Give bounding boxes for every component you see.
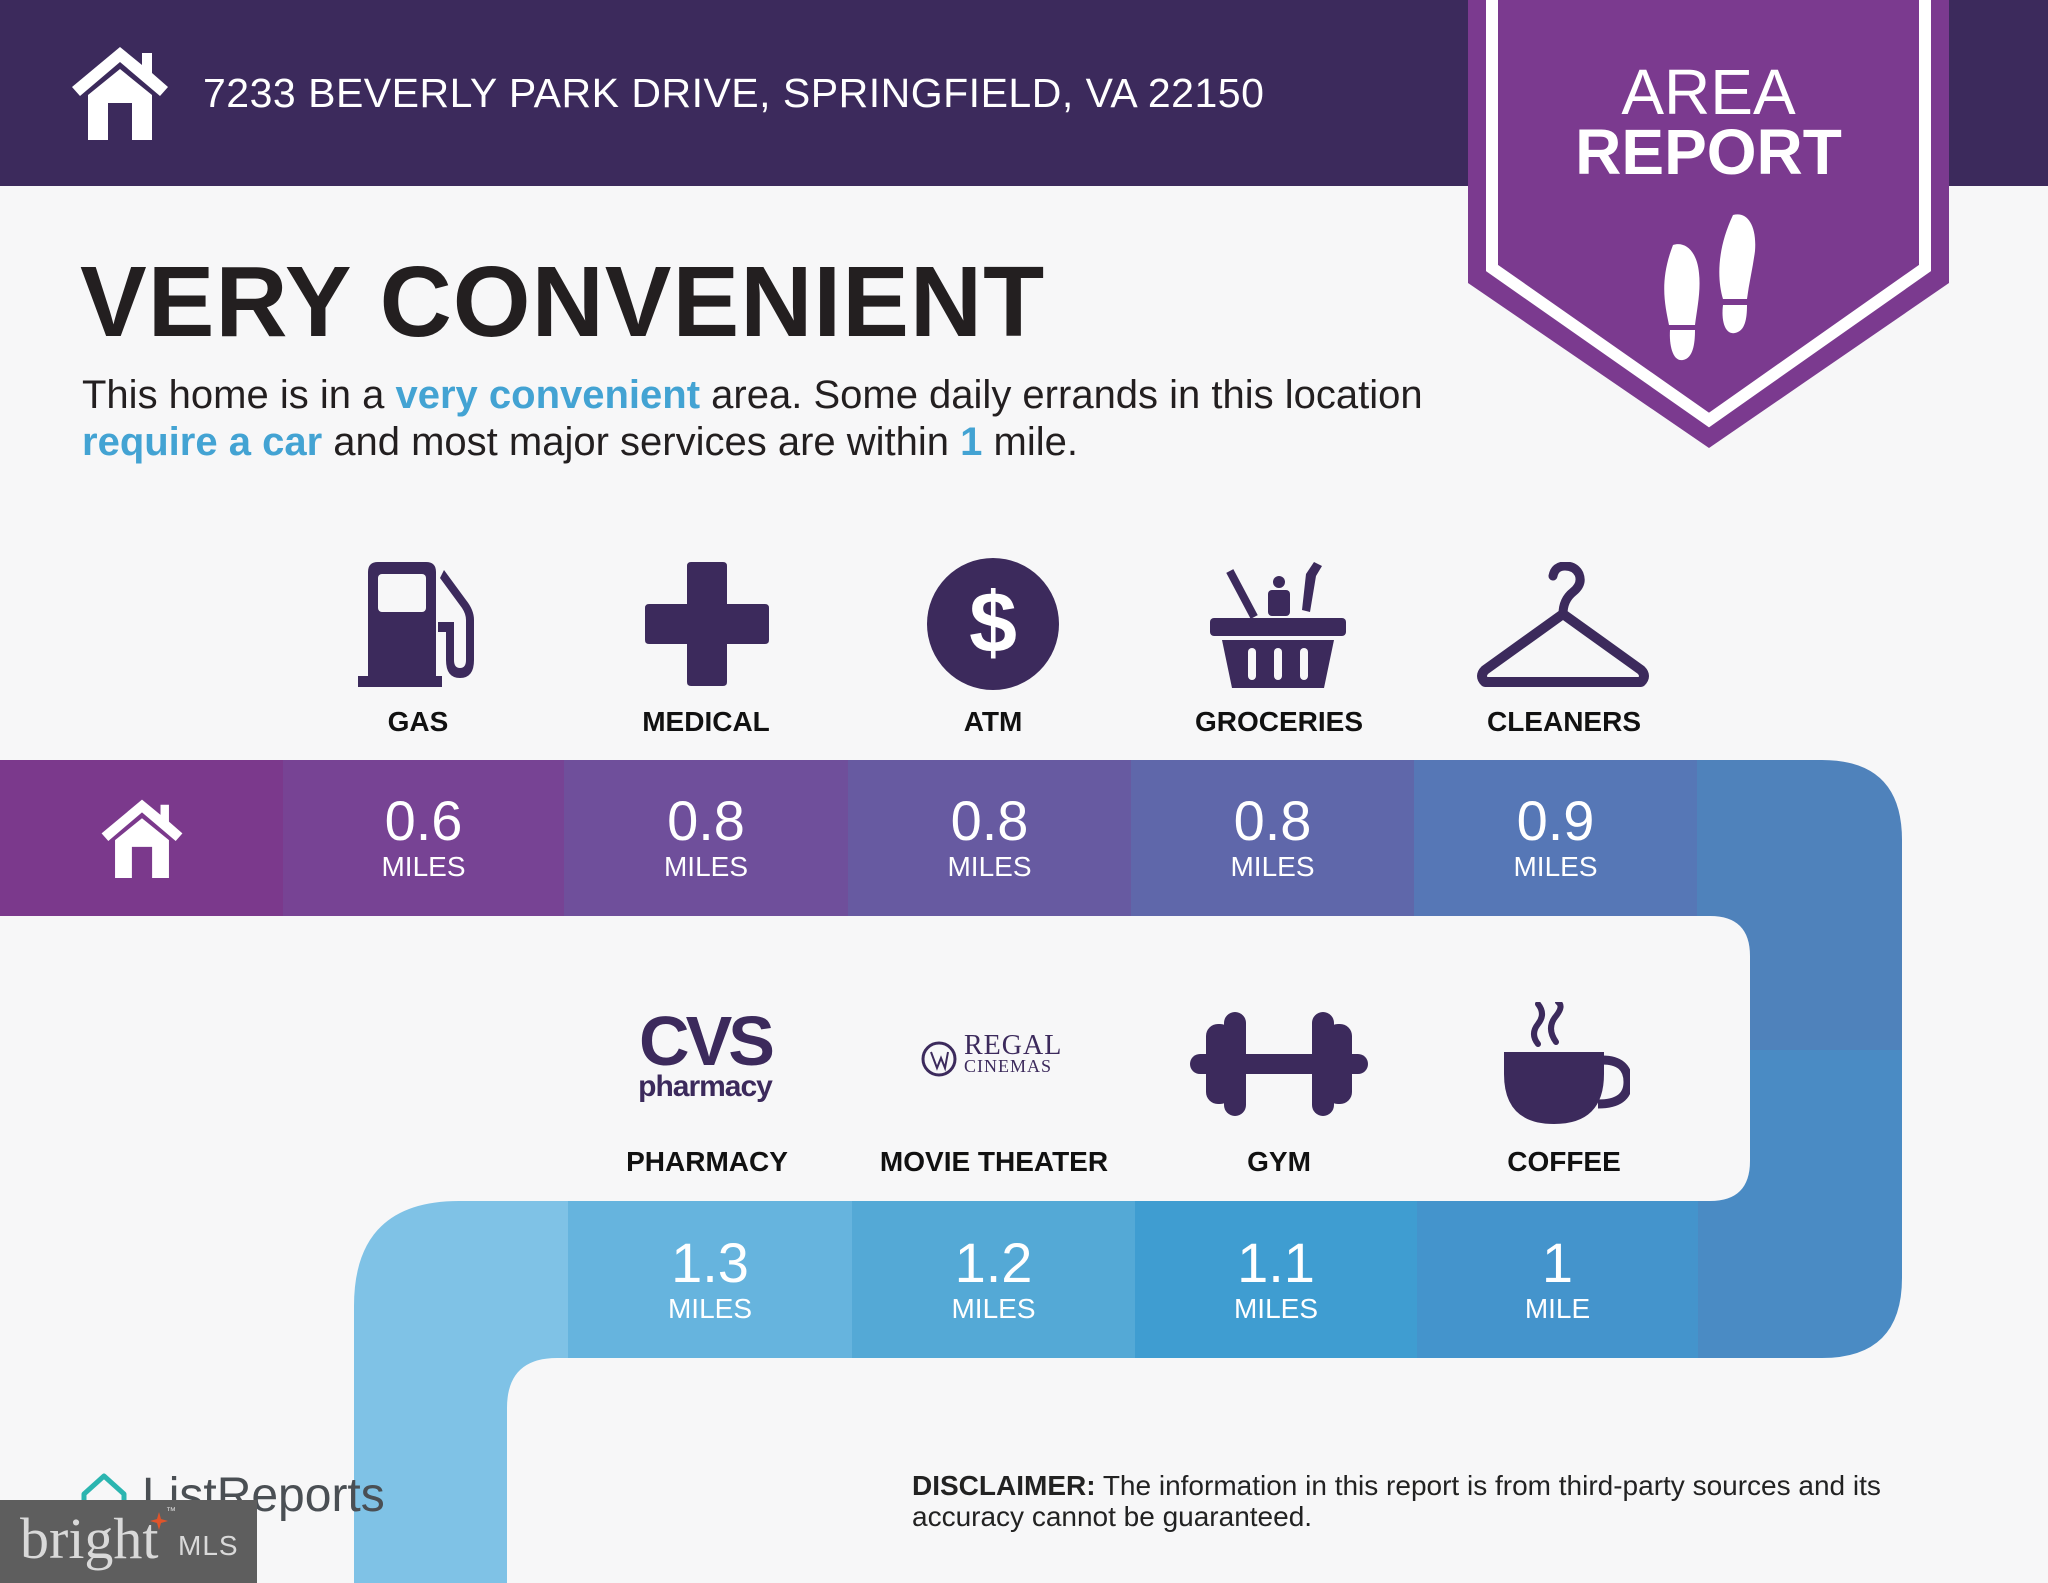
distance-cell-atm: 0.8 MILES <box>848 760 1131 916</box>
distance-cell-gas: 0.6 MILES <box>283 760 564 916</box>
distance-value: 0.8 <box>667 789 745 852</box>
distance-unit: MILES <box>1230 851 1315 882</box>
house-icon <box>101 799 182 878</box>
category-label-pharmacy: PHARMACY <box>626 1146 788 1177</box>
dumbbell-icon <box>1190 1012 1368 1116</box>
category-label-gas: GAS <box>387 706 449 737</box>
footprints-icon <box>1664 214 1756 361</box>
banner-line-2: REPORT <box>1575 116 1842 188</box>
hanger-icon <box>1477 562 1649 687</box>
disclaimer-label: DISCLAIMER: <box>912 1470 1096 1501</box>
description: This home is in a very convenient area. … <box>82 372 1482 466</box>
disclaimer: DISCLAIMER: The information in this repo… <box>912 1470 1992 1532</box>
distance-value: 0.6 <box>384 789 463 852</box>
category-label-gym: GYM <box>1247 1146 1311 1177</box>
category-label-atm: ATM <box>963 706 1023 737</box>
distance-unit: MILES <box>947 851 1032 882</box>
medical-cross-icon <box>645 562 769 686</box>
distance-value: 1.2 <box>954 1230 1033 1294</box>
distance-value: 0.9 <box>1516 789 1595 852</box>
distance-value: 0.8 <box>1233 789 1312 852</box>
distance-unit: MILES <box>951 1292 1036 1324</box>
bright-mls-badge <box>0 1500 257 1583</box>
distance-cell-gym: 1.1 MILES <box>1135 1201 1417 1358</box>
sparkle-icon <box>150 1512 168 1530</box>
category-label-coffee: COFFEE <box>1507 1146 1621 1177</box>
distance-unit: MILES <box>663 851 749 882</box>
category-label-cleaners: CLEANERS <box>1486 706 1641 737</box>
distance-cell-cleaners: 0.9 MILES <box>1414 760 1697 916</box>
desc-text: This home is in a <box>82 373 396 417</box>
regal-logo-text: REGAL CINEMAS <box>964 1030 1063 1077</box>
regal-bottom-text: CINEMAS <box>964 1056 1053 1076</box>
coffee-cup-icon <box>1504 1002 1630 1124</box>
desc-highlight: require a car <box>82 420 323 464</box>
regal-top-text: REGAL <box>964 1030 1063 1061</box>
distance-unit: MILES <box>1233 1292 1319 1324</box>
page-title: VERY CONVENIENT <box>80 246 1046 358</box>
distance-unit: MILES <box>667 1292 753 1324</box>
regal-cinemas-logo: REGAL CINEMAS <box>918 1030 1078 1082</box>
distance-cell-movie-theater: 1.2 MILES <box>852 1201 1135 1358</box>
distance-cell-coffee: 1 MILE <box>1417 1201 1698 1358</box>
desc-text: area. Some daily errands in this locatio… <box>700 373 1423 417</box>
trademark: ™ <box>166 1506 176 1517</box>
area-report-banner <box>1468 0 1949 448</box>
distance-cell-pharmacy: 1.3 MILES <box>568 1201 852 1358</box>
desc-highlight: 1 <box>960 420 983 464</box>
house-icon <box>72 47 168 140</box>
dollar-icon: $ <box>927 558 1059 690</box>
property-address: 7233 BEVERLY PARK DRIVE, SPRINGFIELD, VA… <box>203 70 1265 116</box>
desc-text: mile. <box>982 420 1078 464</box>
mls-logo-text: MLS <box>178 1530 239 1561</box>
desc-text: and most major services are within <box>322 420 961 464</box>
banner-line-1: AREA <box>1621 56 1796 128</box>
disclaimer-text: The information in this report is from t… <box>912 1470 1881 1532</box>
distance-value: 1.3 <box>671 1230 749 1294</box>
distance-unit: MILES <box>381 851 466 882</box>
distance-value: 0.8 <box>950 789 1029 852</box>
cvs-logo-text: CVS <box>639 1002 775 1080</box>
distance-cell-groceries: 0.8 MILES <box>1131 760 1414 916</box>
svg-text:$: $ <box>969 575 1017 671</box>
category-label-movie-theater: MOVIE THEATER <box>879 1146 1109 1177</box>
regal-emblem-icon <box>921 1041 957 1077</box>
category-label-medical: MEDICAL <box>642 706 770 737</box>
distance-value: 1.1 <box>1237 1230 1315 1294</box>
grocery-basket-icon <box>1210 562 1346 688</box>
cvs-logo-subtext: pharmacy <box>638 1070 773 1103</box>
cvs-pharmacy-logo: CVS pharmacy <box>620 1002 790 1103</box>
distance-cell-medical: 0.8 MILES <box>564 760 848 916</box>
distance-unit: MILE <box>1524 1292 1591 1324</box>
category-label-groceries: GROCERIES <box>1194 706 1364 737</box>
home-cell <box>0 760 283 916</box>
distance-unit: MILES <box>1513 851 1598 882</box>
gas-pump-icon <box>358 562 474 687</box>
banner-title: AREA REPORT <box>1468 56 1949 188</box>
distance-value: 1 <box>1541 1230 1574 1294</box>
bright-logo-text: bright <box>20 1506 159 1571</box>
desc-highlight: very convenient <box>395 373 701 417</box>
